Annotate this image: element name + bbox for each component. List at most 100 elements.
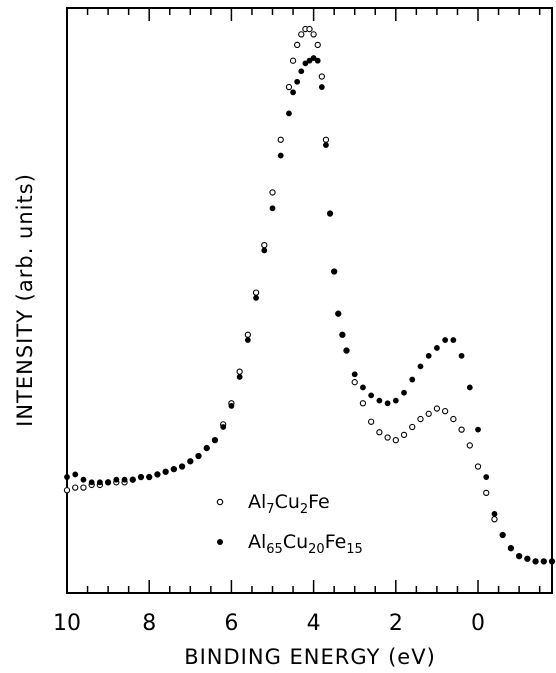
series-0-point [322, 136, 330, 143]
series-0-point [72, 484, 79, 491]
plot-frame [66, 7, 553, 594]
series-1-point [532, 558, 539, 565]
x-tick-label: 0 [471, 611, 485, 636]
series-1-point [187, 458, 194, 465]
series-1-point [261, 247, 268, 254]
series-0-point [417, 415, 424, 423]
series-1-point [327, 210, 333, 217]
series-0-point [63, 487, 71, 494]
series-0-point [236, 368, 243, 375]
series-0-point [80, 484, 87, 491]
series-0-point [252, 289, 260, 296]
x-tick-label: 10 [53, 611, 81, 636]
series-0-point [244, 331, 251, 338]
x-tick-label: 6 [224, 611, 238, 636]
series-1-point [310, 55, 317, 61]
series-0-point [376, 429, 383, 436]
series-1-point [80, 476, 87, 483]
series-0-point [400, 431, 408, 439]
legend-marker-1 [217, 539, 223, 545]
series-1-point [540, 558, 547, 565]
series-1-point [442, 337, 449, 343]
series-1-point [170, 466, 177, 473]
series-1-point [331, 268, 338, 275]
series-1-point [64, 474, 70, 480]
series-1-point [236, 374, 243, 380]
series-1-point [253, 294, 259, 301]
series-1-point [507, 545, 514, 552]
series-0-point [285, 83, 293, 91]
series-1-point [392, 397, 399, 404]
series-1-point [425, 352, 432, 359]
series-1-point [298, 68, 305, 75]
x-tick-labels: 10 8 6 4 2 0 [53, 611, 485, 636]
series-1-point [475, 426, 481, 433]
series-1-point [434, 345, 440, 351]
series-0-point [269, 189, 276, 196]
series-0-point [425, 410, 432, 417]
series-1-point [212, 437, 218, 444]
series-0-point [392, 437, 399, 444]
series-1-point [277, 152, 284, 159]
series-1-point [88, 479, 95, 486]
series-1-point [195, 453, 202, 459]
series-1-point [339, 331, 346, 338]
series-1-point [417, 363, 424, 370]
series-1-point [549, 558, 555, 565]
series-1-point [203, 445, 210, 451]
series-0-point [474, 463, 482, 470]
series-1-point [72, 471, 79, 478]
series-1-point [138, 474, 144, 480]
series-1-point [244, 337, 251, 343]
series-1-point [302, 60, 309, 67]
series-1-point [179, 463, 185, 470]
series-1-point [162, 468, 169, 475]
series-0-point [483, 489, 490, 497]
legend-label-0: Al7​Cu2​Fe [248, 491, 330, 517]
series-0-point [466, 442, 473, 449]
series-0-point [314, 41, 321, 49]
tick-marks [66, 8, 541, 593]
series-1-point [458, 352, 465, 359]
series-1-point [343, 347, 350, 354]
data-points [63, 25, 556, 565]
legend: Al7​Cu2​Fe Al65​Cu20​Fe15​ [216, 491, 363, 557]
series-0-point [441, 408, 449, 415]
series-0-point [433, 405, 441, 412]
series-1-point [524, 555, 531, 562]
series-0-point [491, 516, 498, 523]
series-1-point [516, 553, 523, 560]
series-1-point [286, 110, 292, 117]
series-1-point [113, 476, 120, 483]
series-1-point [384, 400, 391, 407]
series-0-point [294, 41, 301, 49]
series-1-point [220, 424, 227, 430]
series-1-point [146, 474, 153, 480]
series-0-point [450, 415, 457, 423]
series-1-point [483, 474, 490, 480]
series-1-point [323, 142, 329, 148]
series-1-point [290, 89, 296, 96]
series-0-point [261, 242, 268, 249]
series-0-point [384, 434, 391, 441]
series-1-point [96, 479, 103, 486]
series-1-point [306, 57, 313, 64]
series-1-point [450, 337, 457, 343]
series-0-point [458, 426, 465, 433]
series-1-point [228, 403, 235, 409]
series-0-point [306, 25, 313, 33]
series-1-point [105, 479, 112, 486]
series-1-point [121, 476, 128, 483]
series-1-point [409, 376, 416, 383]
series-0-point [318, 73, 325, 80]
legend-label-1: Al65​Cu20​Fe15​ [248, 531, 363, 557]
series-1-point [351, 371, 358, 378]
x-tick-label: 2 [389, 611, 403, 636]
x-tick-label: 8 [142, 611, 156, 636]
series-0-point [368, 418, 375, 425]
series-0-point [351, 379, 358, 386]
series-1-point [491, 511, 498, 517]
series-0-point [310, 31, 317, 38]
series-1-point [360, 384, 366, 391]
